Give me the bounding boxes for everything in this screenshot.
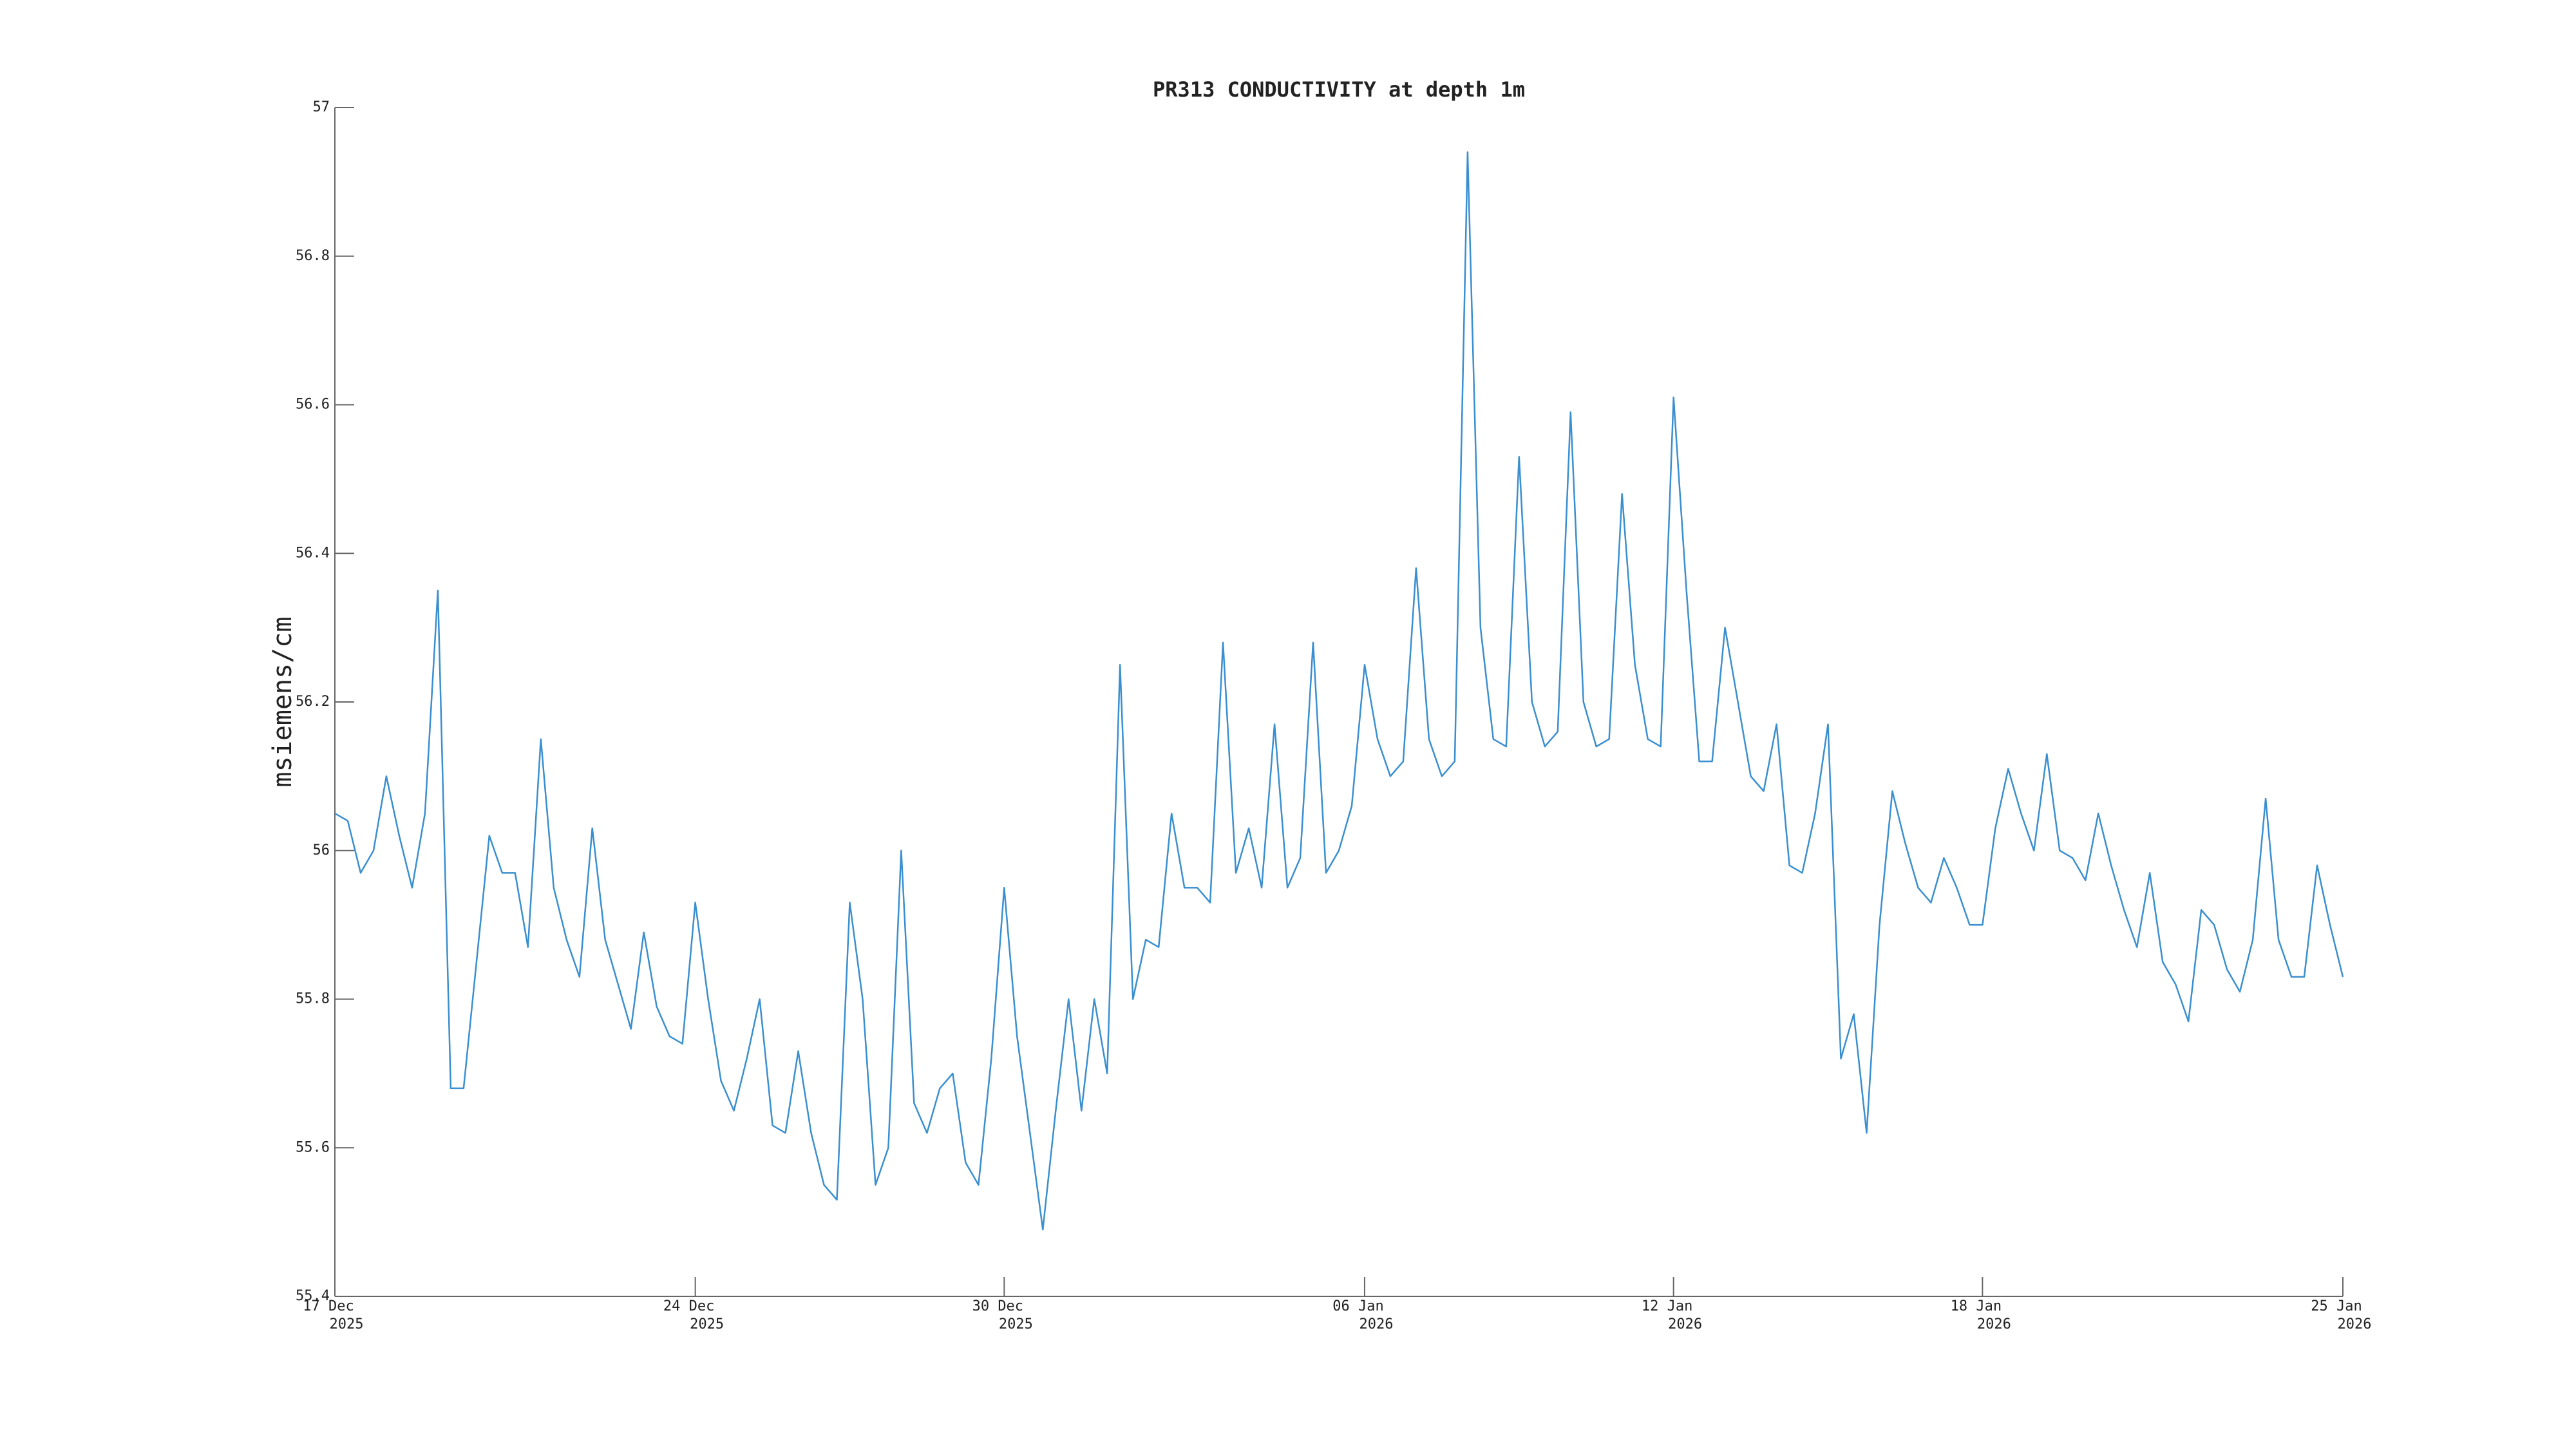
x-tick-label: 18 Jan xyxy=(1951,1298,2002,1314)
chart-title: PR313 CONDUCTIVITY at depth 1m xyxy=(1153,77,1525,102)
x-tick-label: 17 Dec xyxy=(303,1298,354,1314)
x-tick-label: 2025 xyxy=(330,1316,364,1332)
x-tick-label: 24 Dec xyxy=(663,1298,714,1314)
y-axis-label: msiemens/cm xyxy=(268,617,298,788)
x-tick-label: 12 Jan xyxy=(1642,1298,1692,1314)
y-tick-label: 56.2 xyxy=(296,694,330,710)
y-tick-label: 56.8 xyxy=(296,248,330,264)
x-tick-label: 25 Jan xyxy=(2311,1298,2362,1314)
y-tick-label: 56.6 xyxy=(296,397,330,413)
y-tick-label: 57 xyxy=(313,99,330,115)
y-tick-label: 56.4 xyxy=(296,545,330,561)
x-tick-label: 2025 xyxy=(690,1316,724,1332)
x-tick-label: 2026 xyxy=(1977,1316,2011,1332)
y-tick-label: 56 xyxy=(313,842,330,858)
y-tick-label: 55.6 xyxy=(296,1139,330,1155)
x-tick-label: 2026 xyxy=(1359,1316,1393,1332)
x-tick-label: 2026 xyxy=(2338,1316,2372,1332)
x-tick-label: 30 Dec xyxy=(972,1298,1023,1314)
y-tick-label: 55.4 xyxy=(296,1288,330,1304)
x-tick-label: 06 Jan xyxy=(1332,1298,1383,1314)
data-line xyxy=(334,151,2344,1231)
x-tick-label: 2026 xyxy=(1668,1316,1702,1332)
x-tick-label: 2025 xyxy=(999,1316,1033,1332)
y-tick-label: 55.8 xyxy=(296,991,330,1007)
